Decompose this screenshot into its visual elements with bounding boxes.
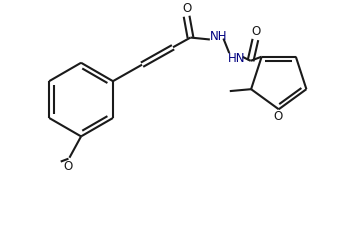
Text: O: O xyxy=(182,2,191,15)
Text: O: O xyxy=(273,110,282,123)
Text: NH: NH xyxy=(210,30,227,43)
Text: O: O xyxy=(252,25,261,38)
Text: O: O xyxy=(64,160,73,173)
Text: HN: HN xyxy=(228,52,246,65)
